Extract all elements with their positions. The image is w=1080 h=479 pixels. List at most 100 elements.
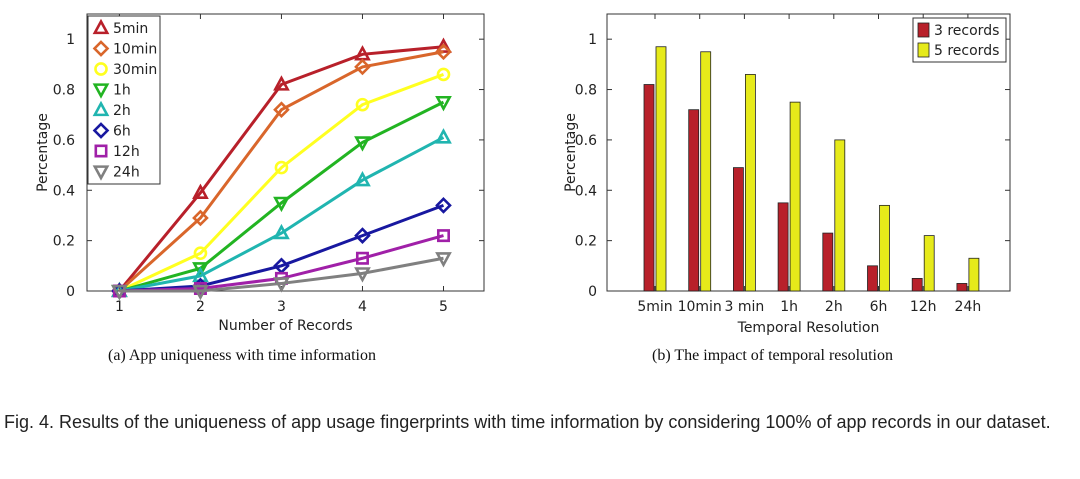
x-tick-label-b: 12h — [910, 299, 937, 315]
data-point-1h — [435, 95, 452, 112]
x-tick-label-a: 3 — [277, 299, 286, 315]
series-line-24h — [119, 256, 444, 293]
x-tick-label-b: 5min — [637, 299, 672, 315]
x-tick-label-b: 3 min — [725, 299, 765, 315]
x-tick-label-b: 24h — [955, 299, 982, 315]
legend-marker-6h — [92, 122, 110, 139]
data-point-10min — [435, 43, 452, 61]
data-point-24h — [273, 277, 290, 293]
bar-5-records — [879, 204, 890, 292]
data-point-30min — [193, 246, 208, 261]
legend-marker-10min — [92, 40, 110, 57]
series-line-10min — [118, 50, 444, 293]
bar-3-records — [733, 167, 744, 292]
y-tick-label-b: 0.8 — [575, 83, 597, 99]
legend-label-10min: 10min — [113, 42, 157, 58]
series-line-2h — [119, 136, 445, 293]
chart-temporal-resolution: 0 0.2 0.4 0.6 0.8 1 5min 10min 3 min 1h 2h 6h 12h 24h… — [563, 13, 1011, 336]
x-tick-label-a: 1 — [115, 299, 124, 315]
data-point-1h — [192, 262, 209, 278]
y-axis-label-a: Percentage — [35, 113, 51, 192]
legend-label-24h: 24h — [113, 165, 140, 181]
figure-panels: 0 0.2 0.4 0.6 0.8 1 1 2 3 4 5 Number of Records Perc… — [35, 13, 1011, 336]
series-30min — [112, 67, 451, 298]
series-line-1h — [119, 100, 445, 293]
legend-label-12h: 12h — [113, 144, 140, 160]
y-tick-label-b: 0.4 — [575, 183, 597, 199]
x-axis-label-b: Temporal Resolution — [737, 320, 880, 336]
data-point-24h — [354, 267, 371, 283]
data-point-10min — [354, 58, 371, 76]
legend-label-1h: 1h — [113, 83, 131, 99]
bar-5-records — [655, 46, 667, 292]
chart-app-uniqueness: 0 0.2 0.4 0.6 0.8 1 1 2 3 4 5 Number of Records Perc… — [35, 13, 485, 334]
y-tick-label-a: 1 — [66, 32, 75, 48]
legend-label-2h: 2h — [113, 103, 131, 119]
data-point-6h — [354, 227, 371, 244]
bar-5-records — [923, 235, 935, 292]
legend-marker-2h — [92, 100, 110, 117]
bar-5-records — [789, 101, 801, 292]
data-point-12h — [436, 229, 450, 243]
subcaption-b: (b) The impact of temporal resolution — [652, 347, 893, 364]
y-tick-label-b: 0.2 — [575, 234, 597, 250]
x-tick-label-a: 5 — [439, 299, 448, 315]
data-point-24h — [192, 284, 209, 301]
bar-3-records — [822, 232, 834, 292]
legend-marker-12h — [94, 144, 108, 158]
data-point-24h — [435, 252, 452, 268]
data-point-10min — [192, 209, 209, 227]
legend-label-3-records: 3 records — [934, 23, 999, 39]
data-point-2h — [273, 223, 290, 240]
y-tick-label-b: 0 — [588, 284, 597, 300]
x-tick-label-b: 2h — [825, 299, 843, 315]
x-tick-label-a: 4 — [358, 299, 367, 315]
x-tick-label-b: 10min — [678, 299, 722, 315]
bar-5-records — [745, 74, 756, 292]
data-point-30min — [355, 97, 370, 112]
bar-3-records — [643, 84, 655, 292]
legend-swatch-5-records — [917, 42, 930, 58]
y-tick-label-a: 0.8 — [53, 83, 75, 99]
bar-3-records — [911, 278, 923, 292]
bar-3-records — [867, 265, 878, 292]
x-tick-label-b: 6h — [870, 299, 888, 315]
figure-caption: Fig. 4. Results of the uniqueness of app… — [4, 412, 1051, 432]
legend-marker-24h — [92, 165, 110, 181]
data-point-2h — [354, 170, 371, 187]
bar-5-records — [700, 51, 712, 292]
bar-3-records — [956, 283, 968, 292]
legend-label-5min: 5min — [113, 21, 148, 37]
series-5min — [111, 37, 452, 298]
data-point-1h — [354, 136, 371, 152]
data-point-2h — [435, 128, 452, 144]
x-tick-label-a: 2 — [196, 299, 205, 315]
y-tick-label-a: 0.6 — [53, 133, 75, 149]
y-tick-label-b: 0.6 — [575, 133, 597, 149]
x-tick-label-b: 1h — [780, 299, 798, 315]
legend-label-30min: 30min — [113, 62, 157, 78]
data-point-5min — [273, 75, 290, 91]
y-tick-label-b: 1 — [588, 32, 597, 48]
data-point-24h — [111, 284, 128, 301]
y-axis-label-b: Percentage — [563, 113, 579, 192]
legend-marker-30min — [94, 62, 108, 76]
legend-marker-1h — [92, 83, 110, 99]
series-line-5min — [118, 45, 444, 292]
bar-3-records — [688, 109, 700, 292]
bar-5-records — [968, 257, 980, 292]
data-point-12h — [355, 251, 369, 265]
y-tick-label-a: 0.4 — [53, 183, 75, 199]
legend-label-6h: 6h — [113, 124, 131, 140]
legend-swatch-3-records — [917, 22, 930, 38]
subcaption-a: (a) App uniqueness with time information — [108, 347, 376, 364]
data-point-30min — [274, 160, 289, 175]
x-axis-label-a: Number of Records — [218, 318, 352, 334]
series-line-6h — [119, 203, 445, 293]
data-point-1h — [273, 196, 290, 213]
legend-marker-5min — [92, 18, 110, 35]
series-24h — [111, 252, 452, 301]
data-point-6h — [435, 197, 452, 214]
data-point-5min — [192, 183, 209, 199]
series-line-30min — [118, 73, 445, 293]
